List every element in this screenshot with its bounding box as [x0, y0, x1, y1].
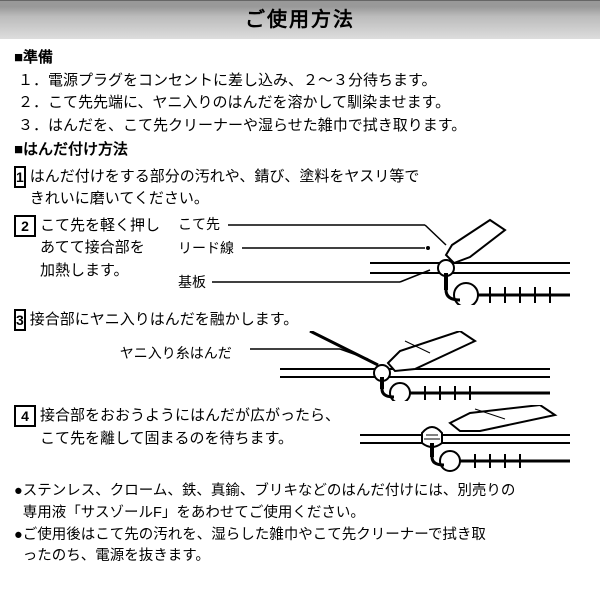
bullet-mark: ● — [14, 525, 23, 569]
content: ■準備 １．電源プラグをコンセントに差し込み、２〜３分待ちます。 ２．こて先先端… — [0, 39, 600, 576]
diagram-step2: こて先 リード線 基板 — [170, 215, 586, 305]
step-1: 1 はんだ付けをする部分の汚れや、錆び、塗料をヤスリ等で きれいに磨いてください… — [14, 166, 586, 211]
step-number: 1 — [14, 166, 26, 188]
bullet-line: ご使用後はこて先の汚れを、湿らした雑巾やこて先クリーナーで拭き取 — [23, 525, 486, 547]
bullet-line: ったのち、電源を抜きます。 — [23, 546, 486, 568]
step-4: 4 接合部をおおうようにはんだが広がったら、 こて先を離して固まるのを待ちます。 — [14, 405, 586, 475]
diagram-step3 — [250, 331, 570, 401]
step-line: きれいに磨いてください。 — [30, 188, 590, 211]
method-title: ■はんだ付け方法 — [14, 139, 586, 162]
prep-item: ３．はんだを、こて先クリーナーや湿らせた雑巾で拭き取ります。 — [18, 115, 586, 138]
bullet-line: 専用液「サスゾールF」をあわせてご使用ください。 — [23, 503, 516, 525]
prep-item: ２．こて先先端に、ヤニ入りのはんだを溶かして馴染ませます。 — [18, 92, 586, 115]
bullet-line: ステンレス、クローム、鉄、真鍮、ブリキなどのはんだ付けには、別売りの — [23, 481, 516, 503]
bullet: ● ご使用後はこて先の汚れを、湿らした雑巾やこて先クリーナーで拭き取 ったのち、… — [14, 525, 586, 569]
step-number: 4 — [14, 405, 36, 427]
step-line: 接合部にヤニ入りはんだを融かします。 — [30, 309, 590, 332]
diagram-step4 — [360, 405, 586, 475]
step-text: こて先を軽く押し あてて接合部を 加熱します。 — [40, 215, 170, 283]
label-board: 基板 — [178, 274, 206, 290]
notes: ● ステンレス、クローム、鉄、真鍮、ブリキなどのはんだ付けには、別売りの 専用液… — [14, 481, 586, 568]
step-line: こて先を離して固まるのを待ちます。 — [40, 428, 360, 451]
step-text: 接合部をおおうようにはんだが広がったら、 こて先を離して固まるのを待ちます。 — [40, 405, 360, 450]
step-number: 3 — [14, 309, 26, 331]
step-line: あてて接合部を — [40, 237, 170, 260]
step-text: はんだ付けをする部分の汚れや、錆び、塗料をヤスリ等で きれいに磨いてください。 — [30, 166, 590, 211]
step-line: こて先を軽く押し — [40, 215, 170, 238]
step-line: 接合部をおおうようにはんだが広がったら、 — [40, 405, 360, 428]
prep-list: １．電源プラグをコンセントに差し込み、２〜３分待ちます。 ２．こて先先端に、ヤニ… — [18, 70, 586, 138]
label-solder: ヤニ入り糸はんだ — [120, 331, 250, 401]
step-number: 2 — [14, 215, 36, 237]
bullet-mark: ● — [14, 481, 23, 525]
header-bar: ご使用方法 — [0, 0, 600, 39]
prep-title: ■準備 — [14, 47, 586, 70]
step-line: はんだ付けをする部分の汚れや、錆び、塗料をヤスリ等で — [30, 166, 590, 189]
step-2: 2 こて先を軽く押し あてて接合部を 加熱します。 こて先 リード線 基板 — [14, 215, 586, 305]
step-3: 3 接合部にヤニ入りはんだを融かします。 ヤニ入り糸はんだ — [14, 309, 586, 402]
label-lead: リード線 — [178, 240, 234, 256]
step-text: 接合部にヤニ入りはんだを融かします。 ヤニ入り糸はんだ — [30, 309, 590, 402]
step-line: 加熱します。 — [40, 260, 170, 283]
label-tip: こて先 — [178, 216, 220, 232]
bullet: ● ステンレス、クローム、鉄、真鍮、ブリキなどのはんだ付けには、別売りの 専用液… — [14, 481, 586, 525]
prep-item: １．電源プラグをコンセントに差し込み、２〜３分待ちます。 — [18, 70, 586, 93]
